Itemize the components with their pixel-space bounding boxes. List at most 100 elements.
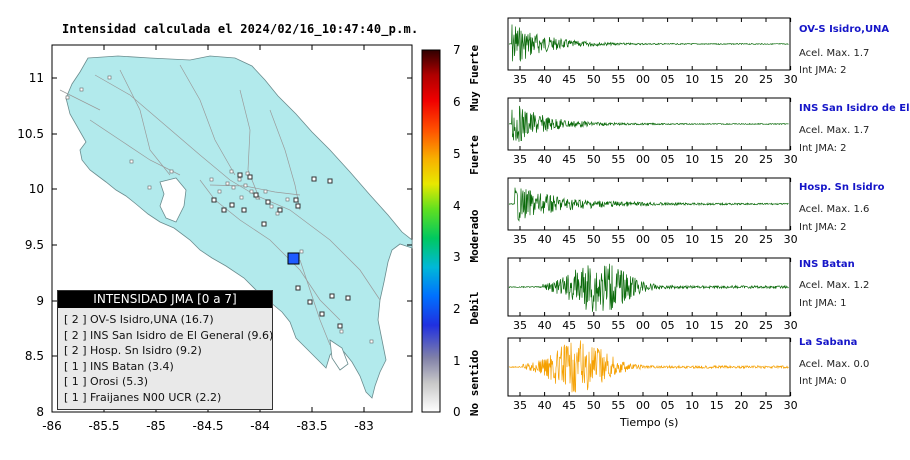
waveform-tick-label: 45 (562, 319, 576, 332)
waveform-trace (508, 24, 789, 63)
waveform-tick-label: 05 (661, 233, 675, 246)
max-intensity-station-marker (287, 252, 300, 265)
waveform-tick-label: 30 (784, 319, 798, 332)
time-axis-label: Tiempo (s) (620, 416, 679, 429)
station-acceleration: Acel. Max. 1.7 (799, 125, 870, 136)
legend-item: [ 1 ] Orosi (5.3) (64, 374, 272, 390)
x-tick-label: -84.5 (192, 419, 223, 433)
legend-item: [ 2 ] Hosp. Sn Isidro (9.2) (64, 343, 272, 359)
map-y-tick-labels: 11 10.5 10 9.5 9 8.5 8 (17, 71, 44, 419)
x-tick-label: -86 (42, 419, 62, 433)
y-tick-label: 10 (29, 182, 44, 196)
map-y-ticks (52, 77, 412, 357)
station-jma: Int JMA: 2 (799, 143, 847, 154)
waveform-tick-label: 55 (611, 73, 625, 86)
station-name: La Sabana (799, 337, 858, 348)
waveform-frame (507, 337, 791, 397)
legend-item-level: [ 2 ] (64, 313, 87, 326)
waveform-tick-label: 45 (562, 73, 576, 86)
waveform-panel-ov-s-isidro: 35 40 45 50 55 00 05 10 15 20 25 30 (507, 17, 798, 86)
waveform-tick-label: 10 (685, 319, 699, 332)
waveform-trace (508, 263, 789, 312)
legend-item: [ 2 ] OV-S Isidro,UNA (16.7) (64, 312, 272, 328)
waveform-tick-label: 25 (759, 233, 773, 246)
waveform-tick-label: 30 (784, 233, 798, 246)
y-tick-label: 8 (36, 405, 44, 419)
waveform-tick-label: 15 (710, 319, 724, 332)
waveform-tick-label: 05 (661, 153, 675, 166)
waveform-tick-label: 10 (685, 153, 699, 166)
legend-list: [ 2 ] OV-S Isidro,UNA (16.7) [ 2 ] INS San… (58, 308, 273, 406)
waveform-tick-label: 40 (538, 319, 552, 332)
y-tick-label: 9 (36, 294, 44, 308)
waveform-tick-label: 05 (661, 399, 675, 412)
station-jma: Int JMA: 2 (799, 65, 847, 76)
waveform-tick-label: 15 (710, 153, 724, 166)
y-tick-label: 8.5 (25, 349, 44, 363)
waveform-tick-label: 40 (538, 153, 552, 166)
waveform-tick-label: 50 (587, 153, 601, 166)
station-acceleration: Acel. Max. 1.2 (799, 280, 870, 291)
station-name: OV-S Isidro,UNA (799, 24, 890, 35)
waveform-tick-label: 30 (784, 399, 798, 412)
legend-title: INTENSIDAD JMA [0 a 7] (58, 291, 272, 308)
golfo-dulce (329, 339, 349, 371)
colorbar-category-labels: Muy Fuerte Fuerte Moderado Debil No sent… (468, 45, 481, 417)
waveform-tick-label: 50 (587, 233, 601, 246)
station-jma: Int JMA: 2 (799, 222, 847, 233)
category-debil: Debil (468, 291, 481, 324)
waveform-tick-label: 40 (538, 233, 552, 246)
legend-item: [ 2 ] INS San Isidro de El General (9.6) (64, 328, 273, 344)
x-tick-label: -83.5 (296, 419, 327, 433)
waveform-frame (507, 257, 791, 317)
y-tick-label: 10.5 (17, 127, 44, 141)
waveform-tick-label: 20 (734, 233, 748, 246)
station-name: Hosp. Sn Isidro (799, 182, 885, 193)
legend-item-name: Orosi (5.3) (90, 375, 149, 389)
waveform-tick-label: 35 (513, 319, 527, 332)
waveform-tick-label: 25 (759, 399, 773, 412)
legend-item-name: Hosp. Sn Isidro (9.2) (90, 344, 202, 358)
station-acceleration: Acel. Max. 1.6 (799, 204, 870, 215)
waveform-tick-label: 10 (685, 399, 699, 412)
waveform-tick-label: 35 (513, 153, 527, 166)
legend-item-level: [ 1 ] (64, 375, 87, 389)
waveform-tick-label: 30 (784, 153, 798, 166)
waveform-tick-label: 55 (611, 319, 625, 332)
waveform-tick-label: 20 (734, 153, 748, 166)
intensity-colorbar: 7 6 5 4 3 2 1 0 Muy Fuerte Fuerte Modera… (421, 43, 481, 419)
waveform-tick-label: 45 (562, 233, 576, 246)
waveform-tick-label: 05 (661, 73, 675, 86)
waveform-tick-label: 45 (562, 153, 576, 166)
waveform-trace (508, 105, 789, 142)
legend-item-level: [ 2 ] (64, 344, 87, 358)
waveform-tick-label: 10 (685, 73, 699, 86)
station-jma: Int JMA: 0 (799, 376, 847, 387)
waveform-tick-label: 25 (759, 319, 773, 332)
colorbar-tick: 7 (453, 43, 461, 57)
gulf-nicoya (159, 177, 187, 223)
waveform-tick-label: 25 (759, 153, 773, 166)
waveform-frame (507, 97, 791, 151)
legend-item: [ 1 ] Fraijanes N00 UCR (2.2) (64, 390, 272, 406)
waveform-trace (508, 187, 789, 222)
waveform-tick-label: 00 (636, 153, 650, 166)
legend-item-name: Fraijanes N00 UCR (2.2) (90, 390, 222, 404)
map-title: Intensidad calculada el 2024/02/16_10:47… (62, 22, 419, 36)
waveform-tick-label: 15 (710, 399, 724, 412)
waveform-tick-label: 25 (759, 73, 773, 86)
waveform-tick-label: 50 (587, 73, 601, 86)
station-dots (65, 75, 374, 344)
station-markers (211, 172, 351, 329)
waveform-tick-label: 15 (710, 73, 724, 86)
colorbar-tick: 6 (453, 95, 461, 109)
legend-item-level: [ 2 ] (64, 328, 87, 342)
waveform-tick-label: 10 (685, 233, 699, 246)
waveform-tick-label: 45 (562, 399, 576, 412)
waveform-frame (507, 17, 791, 71)
waveform-panel-ins-batan: 35 40 45 50 55 00 05 10 15 20 25 30 (507, 257, 798, 332)
station-name: INS San Isidro de El Ge (799, 103, 910, 114)
category-moderado: Moderado (468, 209, 481, 262)
category-fuerte: Fuerte (468, 135, 481, 175)
colorbar-tick: 3 (453, 250, 461, 264)
